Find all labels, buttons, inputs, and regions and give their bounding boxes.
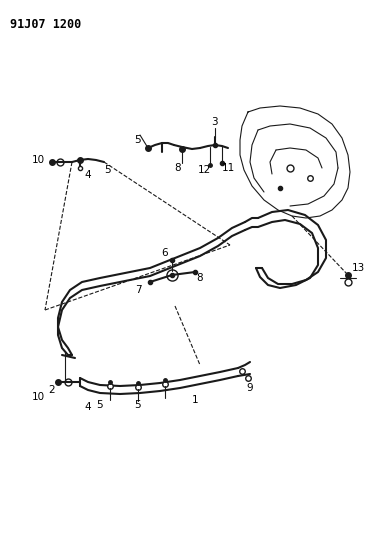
Text: 3: 3: [211, 117, 217, 127]
Text: 12: 12: [198, 165, 211, 175]
Text: 8: 8: [175, 163, 181, 173]
Text: 10: 10: [31, 392, 45, 402]
Text: 5: 5: [97, 400, 103, 410]
Text: 4: 4: [85, 402, 91, 412]
Text: 8: 8: [197, 273, 203, 283]
Text: 7: 7: [135, 285, 141, 295]
Text: 10: 10: [31, 155, 45, 165]
Text: 13: 13: [351, 263, 365, 273]
Text: 2: 2: [49, 385, 55, 395]
Text: 4: 4: [85, 170, 91, 180]
Text: 91J07 1200: 91J07 1200: [10, 18, 81, 31]
Text: 11: 11: [221, 163, 235, 173]
Text: 5: 5: [105, 165, 111, 175]
Text: 5: 5: [135, 400, 141, 410]
Text: 1: 1: [192, 395, 198, 405]
Text: 5: 5: [135, 135, 141, 145]
Text: 9: 9: [247, 383, 253, 393]
Text: 6: 6: [162, 248, 168, 258]
